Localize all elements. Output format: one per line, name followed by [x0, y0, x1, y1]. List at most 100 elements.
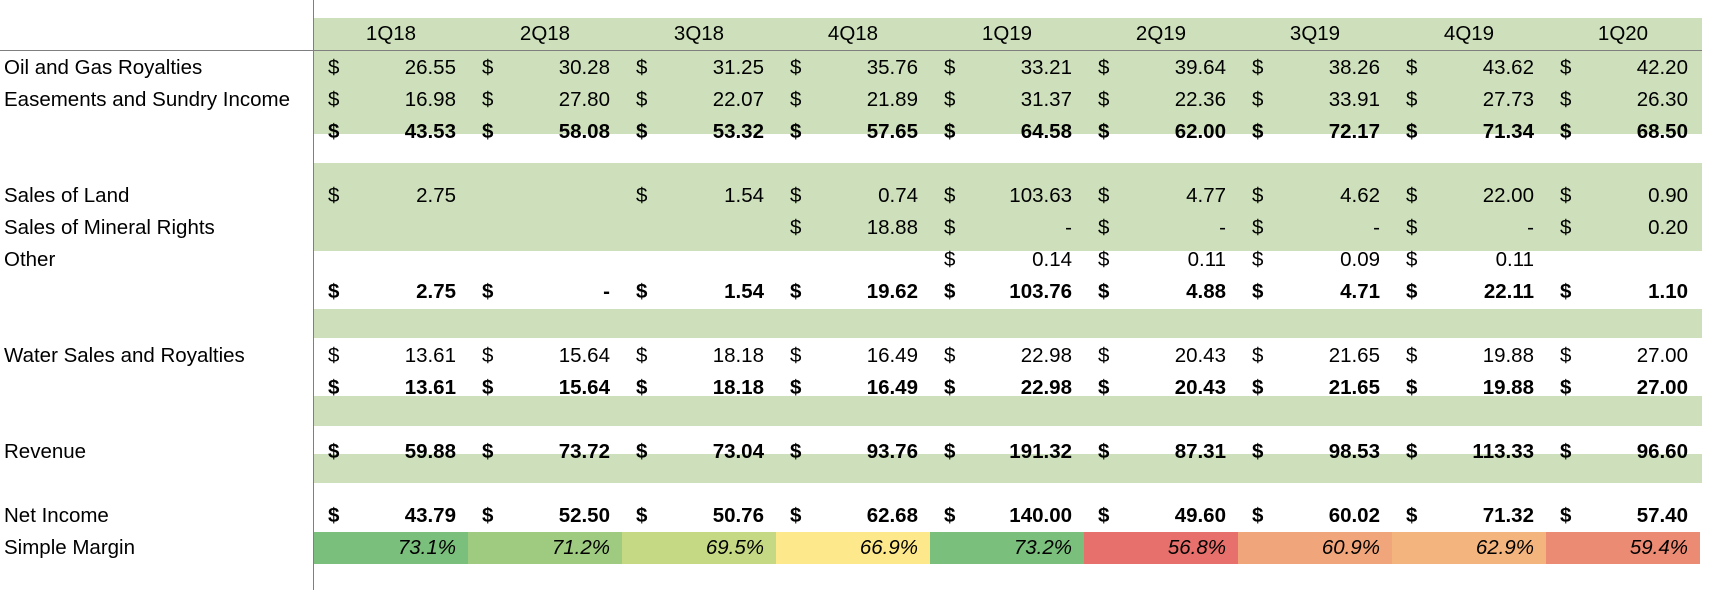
currency-symbol: $ [482, 120, 494, 143]
subtotal-land-cell: $19.62 [776, 276, 930, 308]
cell-value: 87.31 [1174, 440, 1226, 463]
sales-mineral-rights-cell: $ - [930, 212, 1084, 244]
cell-value: 50.76 [712, 504, 764, 527]
sales-mineral-rights-cell: $ - [1238, 212, 1392, 244]
currency-symbol: $ [636, 344, 648, 367]
oil-gas-royalties-cell: $42.20 [1546, 52, 1700, 84]
cell-value: - [1219, 216, 1226, 239]
currency-symbol: $ [1098, 88, 1110, 111]
cell-value: 140.00 [1009, 504, 1072, 527]
water-sales-cell: $18.18 [622, 340, 776, 372]
sales-of-land-cell: $22.00 [1392, 180, 1546, 212]
cell-value: 60.02 [1328, 504, 1380, 527]
margin-cell: 73.2% [930, 532, 1084, 564]
cell-value: 30.28 [558, 56, 610, 79]
easements-sundry-cell: $27.73 [1392, 84, 1546, 116]
cell-value: 22.98 [1020, 344, 1072, 367]
cell-value: 22.36 [1174, 88, 1226, 111]
subtotal-land-cell: $ - [468, 276, 622, 308]
water-sales-cell: $16.49 [776, 340, 930, 372]
currency-symbol: $ [1406, 88, 1418, 111]
currency-symbol: $ [1098, 504, 1110, 527]
currency-symbol: $ [944, 440, 956, 463]
currency-symbol: $ [944, 376, 956, 399]
subtotal-water-cell: $13.61 [314, 372, 468, 404]
currency-symbol: $ [1252, 344, 1264, 367]
cell-value: 49.60 [1174, 504, 1226, 527]
cell-value: 0.90 [1648, 184, 1688, 207]
band-land [314, 163, 1702, 251]
currency-symbol: $ [1560, 88, 1572, 111]
cell-value: 191.32 [1009, 440, 1072, 463]
water-sales-cell: $13.61 [314, 340, 468, 372]
currency-symbol: $ [328, 120, 340, 143]
cell-value: 4.62 [1340, 184, 1380, 207]
sales-of-land-cell: $2.75 [314, 180, 468, 212]
currency-symbol: $ [482, 344, 494, 367]
margin-cell: 69.5% [622, 532, 776, 564]
cell-value: 43.53 [404, 120, 456, 143]
sales-mineral-rights-cell: $0.20 [1546, 212, 1700, 244]
currency-symbol: $ [1252, 56, 1264, 79]
easements-sundry-cell: $27.80 [468, 84, 622, 116]
subtotal-land-cell: $22.11 [1392, 276, 1546, 308]
water-sales-cell: $19.88 [1392, 340, 1546, 372]
currency-symbol: $ [1560, 376, 1572, 399]
cell-value: 31.37 [1020, 88, 1072, 111]
period-header: 3Q19 [1289, 22, 1341, 45]
revenue-cell: $98.53 [1238, 436, 1392, 468]
revenue-cell: $93.76 [776, 436, 930, 468]
currency-symbol: $ [944, 216, 956, 239]
period-header: 4Q19 [1443, 22, 1495, 45]
cell-value: 39.64 [1174, 56, 1226, 79]
currency-symbol: $ [636, 280, 648, 303]
currency-symbol: $ [1560, 120, 1572, 143]
currency-symbol: $ [1406, 376, 1418, 399]
water-sales-cell: $15.64 [468, 340, 622, 372]
currency-symbol: $ [1252, 184, 1264, 207]
revenue-label: Revenue [4, 440, 87, 463]
margin-cell: 56.8% [1084, 532, 1238, 564]
cell-value: 93.76 [866, 440, 918, 463]
currency-symbol: $ [1098, 376, 1110, 399]
band-water [314, 309, 1702, 338]
currency-symbol: $ [636, 88, 648, 111]
cell-value: 16.98 [404, 88, 456, 111]
cell-value: 15.64 [558, 344, 610, 367]
cell-value: 18.88 [866, 216, 918, 239]
cell-value: 19.62 [866, 280, 918, 303]
currency-symbol: $ [636, 56, 648, 79]
revenue-cell: $73.72 [468, 436, 622, 468]
currency-symbol: $ [790, 216, 802, 239]
cell-value: 72.17 [1328, 120, 1380, 143]
column-divider [313, 0, 314, 590]
cell-value: 4.71 [1340, 280, 1380, 303]
currency-symbol: $ [790, 56, 802, 79]
cell-value: 26.55 [404, 56, 456, 79]
cell-value: 31.25 [712, 56, 764, 79]
currency-symbol: $ [1560, 184, 1572, 207]
currency-symbol: $ [1252, 376, 1264, 399]
currency-symbol: $ [482, 504, 494, 527]
other-cell: $0.09 [1238, 244, 1392, 276]
water-sales-cell: $22.98 [930, 340, 1084, 372]
oil-gas-royalties-cell: $26.55 [314, 52, 468, 84]
oil-gas-royalties-cell: $33.21 [930, 52, 1084, 84]
sales-of-land-label: Sales of Land [4, 184, 130, 207]
currency-symbol: $ [1098, 184, 1110, 207]
currency-symbol: $ [1098, 56, 1110, 79]
currency-symbol: $ [790, 184, 802, 207]
cell-value: 0.74 [878, 184, 918, 207]
currency-symbol: $ [1252, 216, 1264, 239]
net-income-cell: $62.68 [776, 500, 930, 532]
cell-value: 103.76 [1009, 280, 1072, 303]
cell-value: - [1527, 216, 1534, 239]
cell-value: 57.40 [1636, 504, 1688, 527]
sales-of-land-cell: $103.63 [930, 180, 1084, 212]
currency-symbol: $ [944, 56, 956, 79]
subtotal-royalties-cell: $57.65 [776, 116, 930, 148]
margin-cell: 62.9% [1392, 532, 1546, 564]
net-income-cell: $49.60 [1084, 500, 1238, 532]
cell-value: 1.10 [1648, 280, 1688, 303]
cell-value: 68.50 [1636, 120, 1688, 143]
